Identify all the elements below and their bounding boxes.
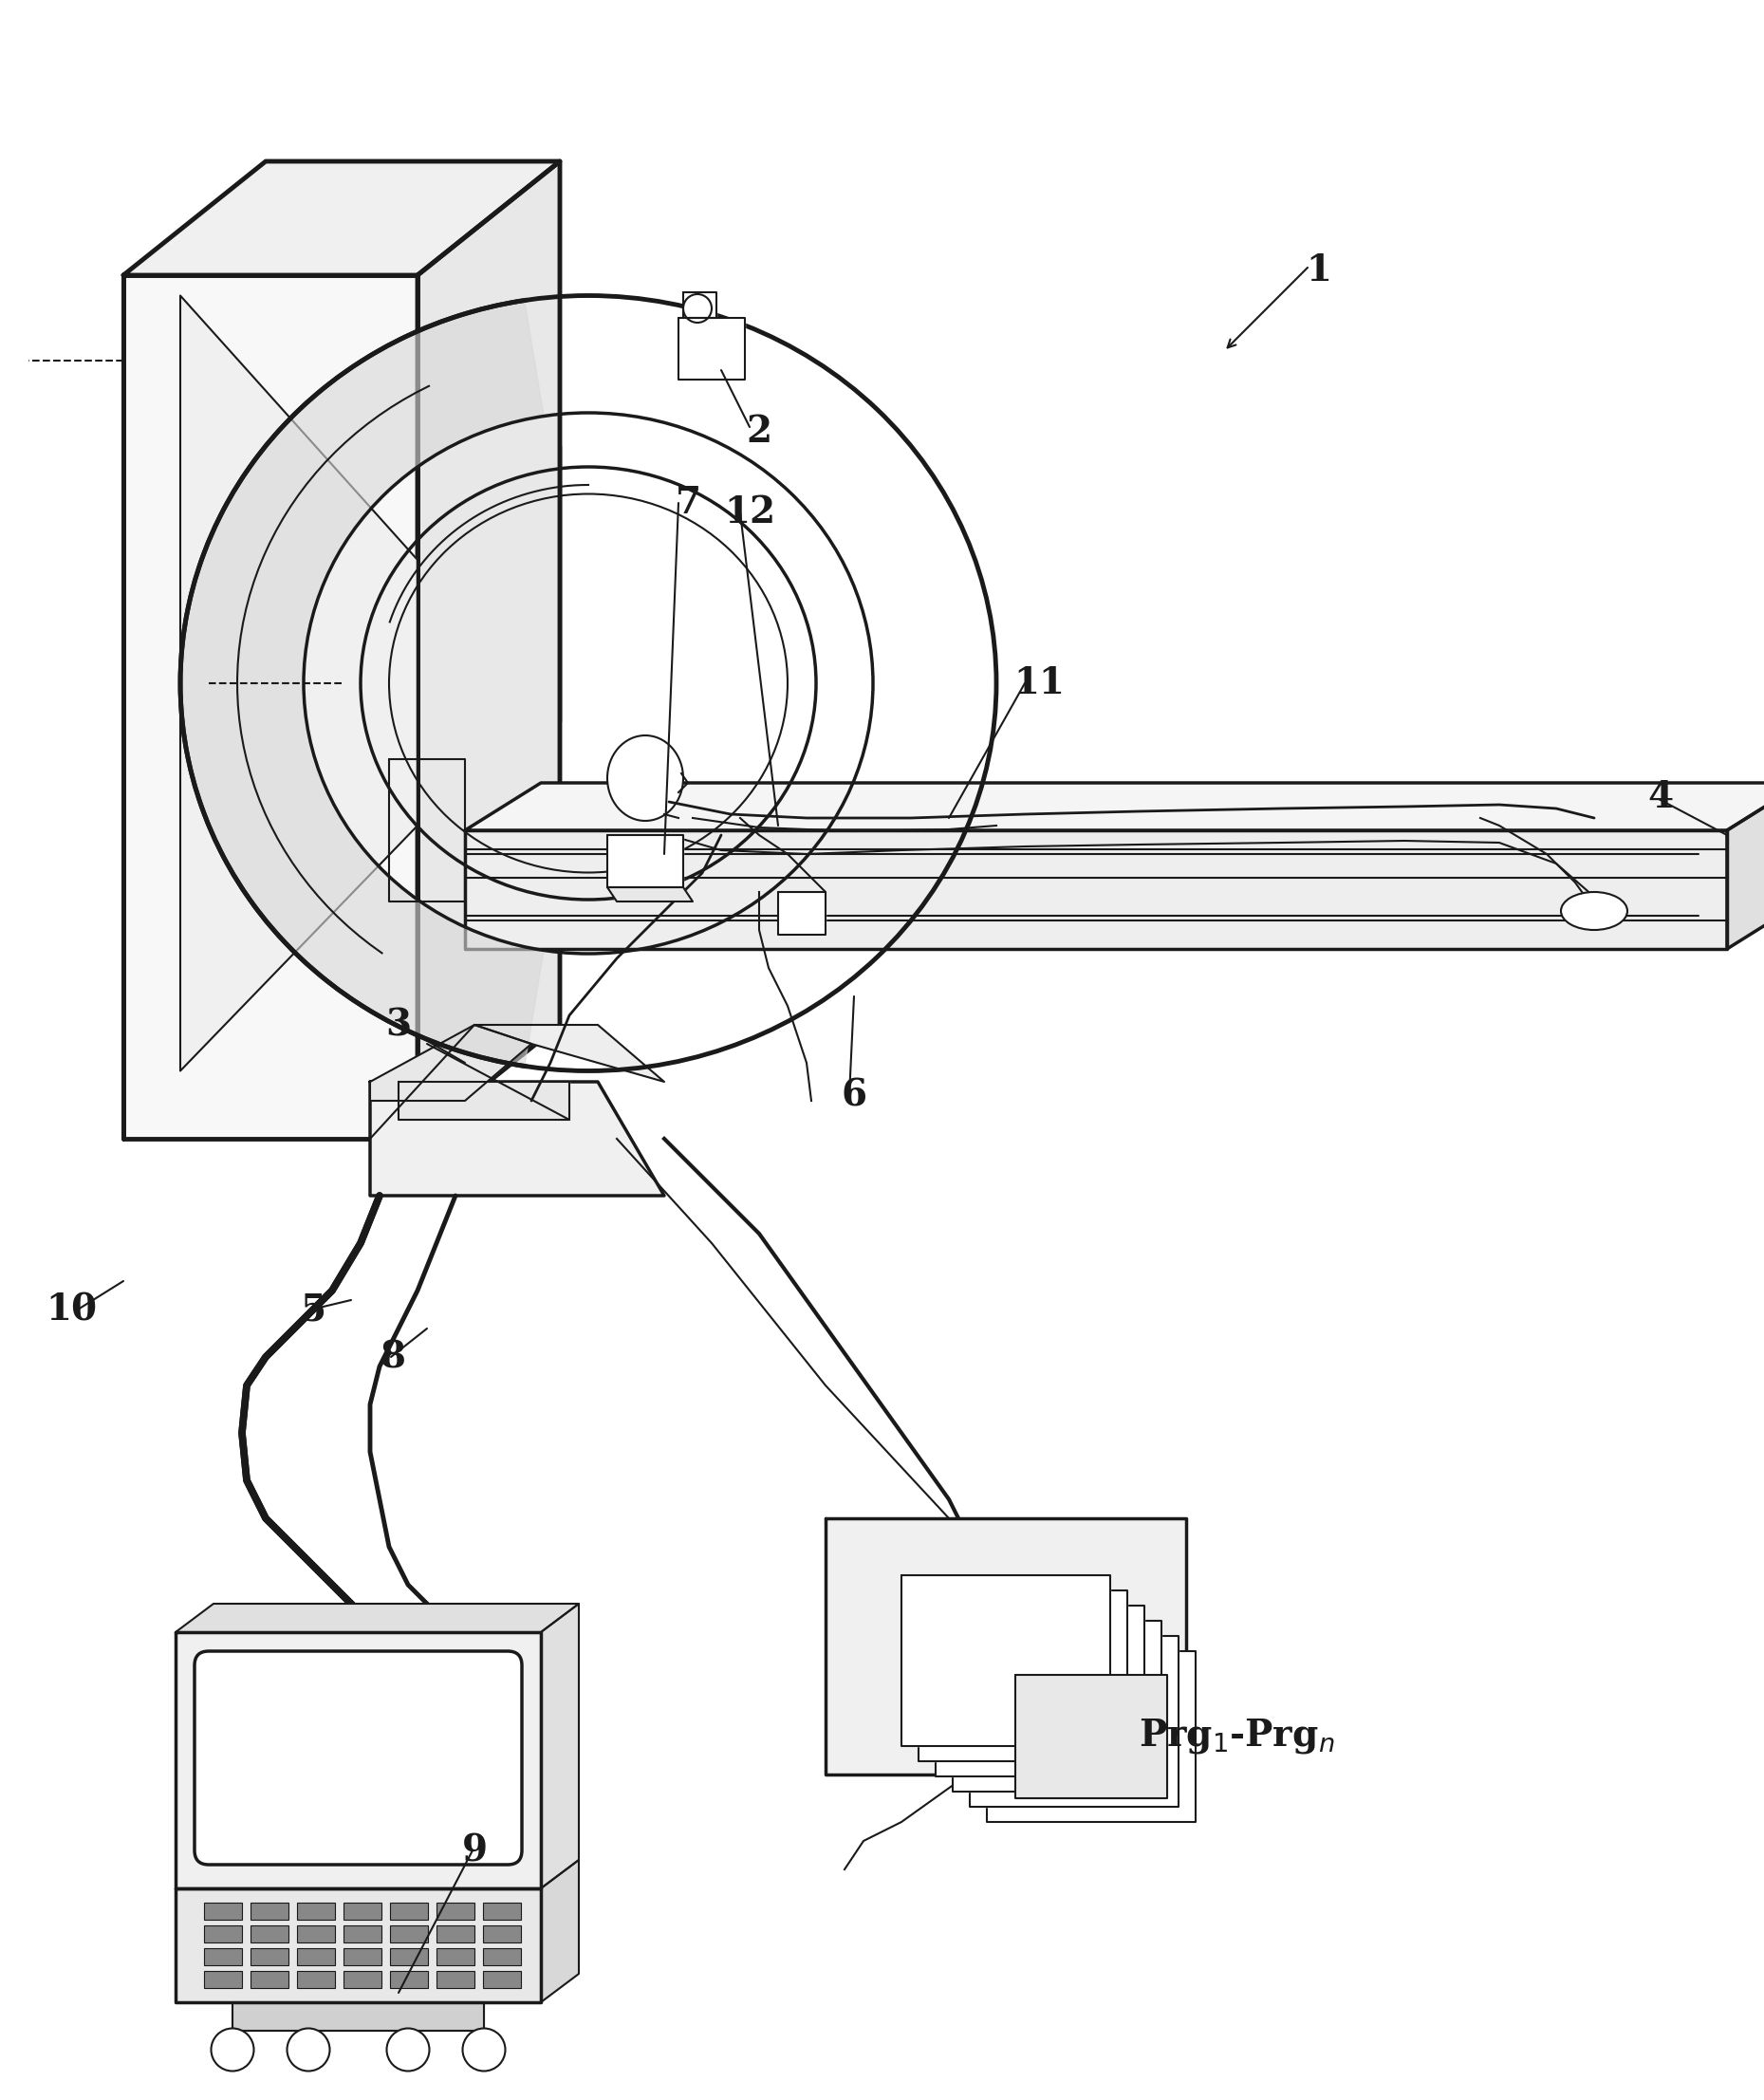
Bar <box>344 1926 381 1942</box>
Bar <box>436 1926 475 1942</box>
Polygon shape <box>919 1590 1127 1762</box>
Polygon shape <box>370 1082 665 1195</box>
Bar <box>436 1903 475 1919</box>
Bar <box>205 1926 242 1942</box>
Text: 12: 12 <box>723 493 776 531</box>
Polygon shape <box>475 1025 665 1082</box>
Polygon shape <box>123 162 559 275</box>
Text: 7: 7 <box>676 485 700 521</box>
FancyBboxPatch shape <box>194 1651 522 1865</box>
Ellipse shape <box>607 735 683 821</box>
Text: 5: 5 <box>300 1291 326 1327</box>
Bar <box>483 1903 520 1919</box>
Bar <box>390 1926 429 1942</box>
Polygon shape <box>1016 1676 1168 1798</box>
Bar <box>436 1972 475 1989</box>
Bar <box>296 1949 335 1966</box>
Polygon shape <box>180 300 543 1067</box>
Ellipse shape <box>288 2029 330 2071</box>
Ellipse shape <box>212 2029 254 2071</box>
Bar <box>344 1903 381 1919</box>
Bar <box>250 1903 289 1919</box>
Bar <box>205 1949 242 1966</box>
Polygon shape <box>826 1518 1185 1774</box>
Polygon shape <box>683 292 716 317</box>
Polygon shape <box>953 1621 1161 1791</box>
Bar <box>483 1949 520 1966</box>
Polygon shape <box>679 317 744 380</box>
Text: 8: 8 <box>381 1340 407 1376</box>
Polygon shape <box>180 296 418 1071</box>
Polygon shape <box>542 1604 579 1888</box>
Text: 11: 11 <box>1014 666 1065 701</box>
Text: 6: 6 <box>841 1077 866 1115</box>
Ellipse shape <box>462 2029 505 2071</box>
Polygon shape <box>176 1888 542 2001</box>
Ellipse shape <box>1561 892 1628 930</box>
Polygon shape <box>935 1606 1145 1777</box>
Polygon shape <box>466 901 1764 949</box>
Bar <box>483 1972 520 1989</box>
Polygon shape <box>986 1651 1196 1823</box>
Polygon shape <box>370 1025 531 1100</box>
Bar <box>390 1903 429 1919</box>
Text: 9: 9 <box>462 1833 487 1869</box>
Polygon shape <box>466 783 1764 830</box>
Ellipse shape <box>386 2029 429 2071</box>
Bar <box>250 1926 289 1942</box>
Polygon shape <box>176 1604 579 1632</box>
Polygon shape <box>418 162 559 1138</box>
Polygon shape <box>607 836 683 888</box>
Polygon shape <box>233 2001 483 2031</box>
Polygon shape <box>176 1632 542 1888</box>
Text: 3: 3 <box>386 1006 411 1044</box>
Bar <box>344 1972 381 1989</box>
Bar <box>390 1972 429 1989</box>
Text: 1: 1 <box>1305 252 1332 288</box>
Polygon shape <box>1727 783 1764 949</box>
Polygon shape <box>542 1861 579 2001</box>
Polygon shape <box>399 1082 570 1119</box>
Text: 10: 10 <box>46 1291 97 1327</box>
Text: 4: 4 <box>1648 779 1674 815</box>
Polygon shape <box>607 888 693 901</box>
Bar <box>205 1903 242 1919</box>
Bar <box>390 1949 429 1966</box>
Polygon shape <box>466 830 1727 949</box>
Bar <box>436 1949 475 1966</box>
Bar <box>483 1926 520 1942</box>
Bar <box>250 1949 289 1966</box>
Polygon shape <box>901 1575 1110 1745</box>
Polygon shape <box>123 275 418 1138</box>
Polygon shape <box>778 892 826 934</box>
Polygon shape <box>970 1636 1178 1806</box>
Text: Prg$_1$-Prg$_n$: Prg$_1$-Prg$_n$ <box>1140 1718 1335 1756</box>
Bar <box>344 1949 381 1966</box>
Bar <box>296 1903 335 1919</box>
Text: 2: 2 <box>746 414 773 449</box>
Bar <box>296 1972 335 1989</box>
Bar <box>296 1926 335 1942</box>
Bar <box>250 1972 289 1989</box>
Bar <box>205 1972 242 1989</box>
